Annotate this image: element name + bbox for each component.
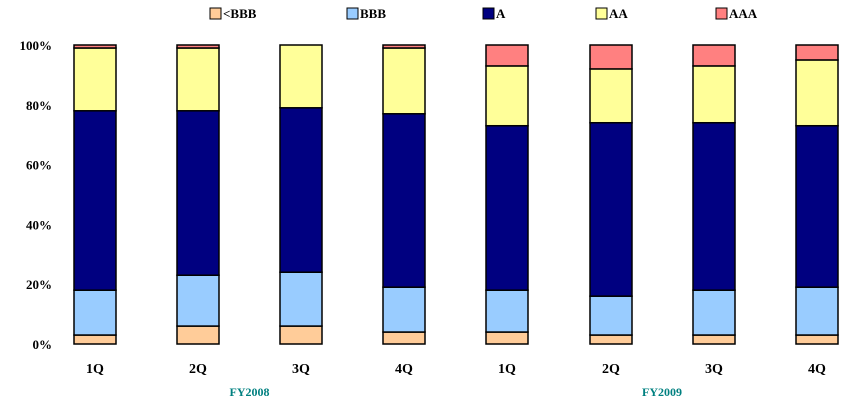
x-tick-label: 1Q <box>498 362 516 377</box>
bar-segment <box>382 47 426 115</box>
x-tick-label: 2Q <box>602 362 620 377</box>
bar-segment <box>692 44 736 67</box>
legend-swatch-1 <box>346 7 359 20</box>
bar-segment <box>485 331 529 345</box>
bar-segment <box>279 107 323 273</box>
bar-segment <box>176 274 220 327</box>
bar-segment <box>795 59 839 127</box>
bar-segment <box>692 289 736 336</box>
bar-segment <box>589 295 633 336</box>
legend-label-4: AAA <box>729 6 758 21</box>
y-tick-label: 0% <box>33 337 53 352</box>
y-tick-label: 40% <box>26 217 52 232</box>
bar-segment <box>176 44 220 49</box>
bar-segment <box>692 65 736 124</box>
bar-segment <box>692 121 736 291</box>
bar-segment <box>73 289 117 336</box>
legend-swatch-2 <box>482 7 495 20</box>
bar-segment <box>485 65 529 127</box>
legend-label-3: AA <box>609 6 628 21</box>
y-axis: 0% 20% 40% 60% 80% 100% <box>20 38 53 352</box>
bar-segment <box>485 44 529 67</box>
x-tick-label: 3Q <box>705 362 723 377</box>
bar-segment <box>589 121 633 297</box>
bar-stack <box>382 44 426 345</box>
bar-segment <box>795 44 839 61</box>
bar-segment <box>176 110 220 276</box>
bar-segment <box>589 334 633 345</box>
legend-label-1: BBB <box>360 6 386 21</box>
bar-segment <box>795 286 839 336</box>
bar-segment <box>73 110 117 291</box>
bar-stack <box>73 44 117 345</box>
y-tick-label: 60% <box>26 158 52 173</box>
x-tick-label: 4Q <box>395 362 413 377</box>
bar-stack <box>485 44 529 345</box>
legend-swatch-0 <box>209 7 222 20</box>
bar-stack <box>692 44 736 345</box>
bar-segment <box>382 286 426 333</box>
bar-segment <box>795 334 839 345</box>
bar-segment <box>73 47 117 112</box>
legend-label-2: A <box>496 6 506 21</box>
bar-segment <box>795 124 839 288</box>
x-group-label: FY2008 <box>230 385 270 399</box>
bar-segment <box>73 334 117 345</box>
bar-segment <box>73 44 117 49</box>
x-tick-label: 3Q <box>292 362 310 377</box>
x-group-label: FY2009 <box>642 385 682 399</box>
bar-segment <box>485 124 529 291</box>
bar-stack <box>279 44 323 345</box>
bar-segment <box>176 47 220 112</box>
y-tick-label: 20% <box>26 277 52 292</box>
x-tick-label: 2Q <box>189 362 207 377</box>
bar-stack <box>589 44 633 345</box>
bar-segment <box>589 68 633 124</box>
y-tick-label: 80% <box>26 98 52 113</box>
bar-segment <box>279 44 323 109</box>
bar-segment <box>279 271 323 327</box>
bar-segment <box>485 289 529 333</box>
bar-segment <box>279 325 323 345</box>
legend-swatch-3 <box>595 7 608 20</box>
legend: <BBB BBB A AA AAA <box>209 6 758 21</box>
bar-segment <box>382 113 426 288</box>
bar-segment <box>382 331 426 345</box>
legend-label-0: <BBB <box>223 6 257 21</box>
bar-stack <box>176 44 220 345</box>
bars <box>73 44 839 345</box>
bar-segment <box>382 44 426 49</box>
x-tick-label: 1Q <box>86 362 104 377</box>
bar-segment <box>176 325 220 345</box>
bar-segment <box>589 44 633 70</box>
bar-segment <box>692 334 736 345</box>
bar-stack <box>795 44 839 345</box>
x-tick-label: 4Q <box>808 362 826 377</box>
x-axis: 1Q 2Q 3Q 4Q 1Q 2Q 3Q 4Q FY2008 FY2009 <box>86 362 826 399</box>
y-tick-label: 100% <box>20 38 53 53</box>
legend-swatch-4 <box>715 7 728 20</box>
